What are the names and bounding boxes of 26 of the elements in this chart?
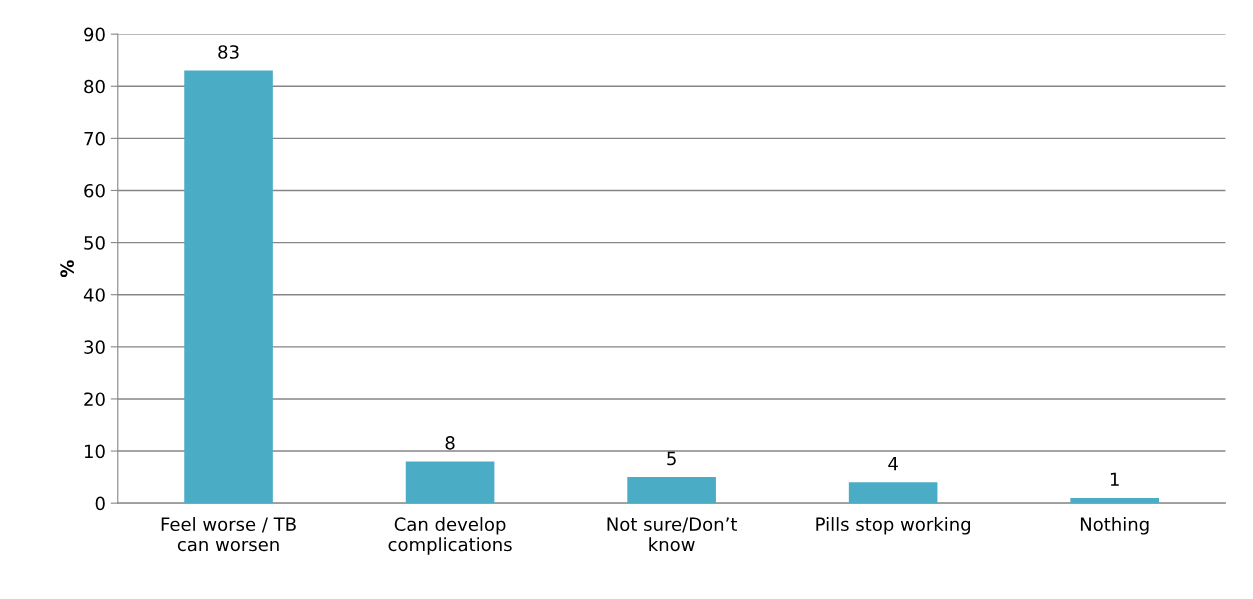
y-tick-label: 50 bbox=[84, 236, 105, 250]
data-label: 1 bbox=[1110, 472, 1119, 486]
y-tick-label: 90 bbox=[84, 27, 105, 42]
bar bbox=[627, 477, 716, 504]
y-tick-label: 30 bbox=[84, 340, 105, 354]
x-tick-label: Pills stop working bbox=[816, 517, 971, 535]
y-tick-label: 40 bbox=[83, 288, 105, 302]
y-tick-label: 20 bbox=[84, 392, 105, 407]
data-label: 5 bbox=[667, 451, 676, 466]
bar bbox=[184, 70, 273, 504]
y-tick-label: 0 bbox=[95, 496, 105, 511]
data-label: 83 bbox=[218, 45, 239, 59]
bar bbox=[848, 482, 938, 504]
x-tick-label: Feel worse / TB can worsen bbox=[161, 517, 296, 552]
y-tick-label: 10 bbox=[84, 444, 105, 459]
x-tick-label: Nothing bbox=[1080, 517, 1149, 535]
y-axis-title: % bbox=[60, 260, 74, 278]
y-tick-label: 60 bbox=[84, 183, 105, 198]
x-tick-label: Can develop complications bbox=[388, 517, 512, 555]
bar bbox=[1070, 497, 1159, 504]
data-label: 4 bbox=[888, 457, 898, 471]
y-tick-label: 80 bbox=[84, 79, 105, 94]
data-label: 8 bbox=[445, 435, 455, 450]
x-tick-label: Not sure/Don’t know bbox=[607, 517, 737, 552]
bar bbox=[405, 461, 495, 504]
y-tick-label: 70 bbox=[84, 131, 105, 146]
